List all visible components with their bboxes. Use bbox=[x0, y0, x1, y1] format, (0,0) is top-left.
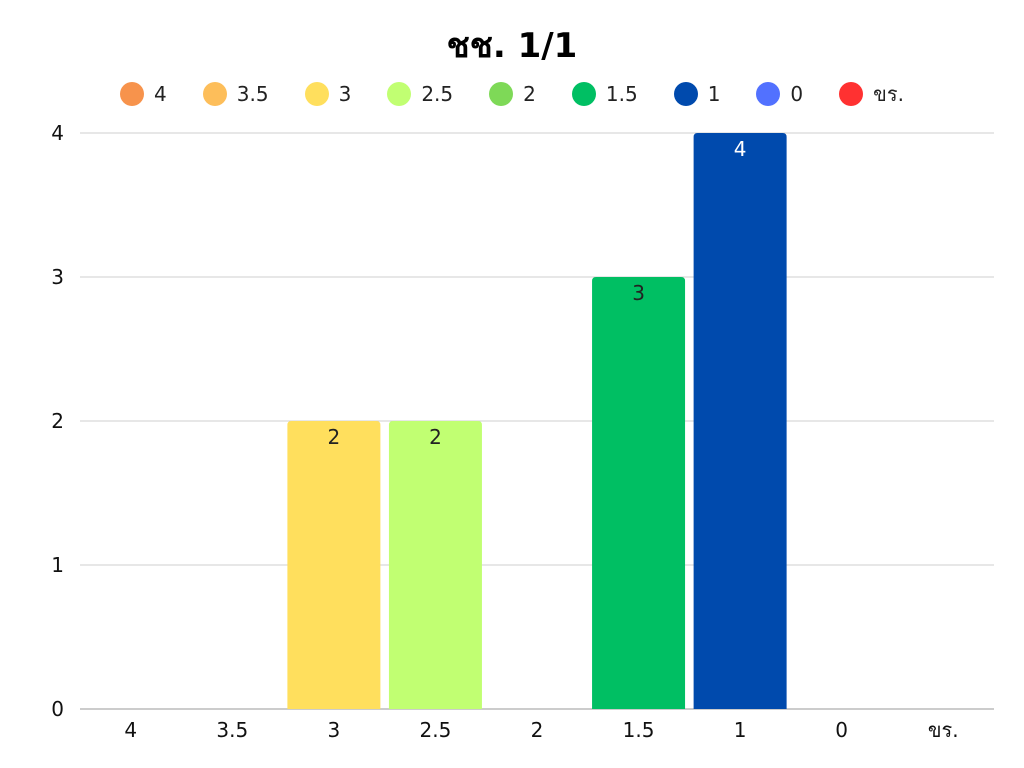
x-tick-label: 3.5 bbox=[216, 718, 248, 742]
legend-label: 1.5 bbox=[605, 82, 638, 106]
legend-swatch bbox=[387, 82, 412, 106]
legend-swatch bbox=[673, 82, 698, 106]
bar bbox=[388, 421, 482, 709]
legend-label: 3.5 bbox=[236, 82, 269, 106]
y-tick-label: 1 bbox=[51, 553, 64, 577]
legend-label: 0 bbox=[790, 82, 804, 106]
x-tick-label: 1 bbox=[734, 718, 747, 742]
legend-item: 3.5 bbox=[202, 78, 269, 110]
legend-label: 1 bbox=[707, 82, 721, 106]
x-tick-label: 4 bbox=[124, 718, 137, 742]
bar bbox=[592, 277, 686, 709]
legend-swatch bbox=[202, 82, 227, 106]
x-tick-label: 2.5 bbox=[420, 718, 452, 742]
x-tick-label: 0 bbox=[835, 718, 848, 742]
legend-swatch bbox=[120, 82, 145, 106]
x-tick-label: 1.5 bbox=[623, 718, 655, 742]
x-tick-label: 2 bbox=[531, 718, 544, 742]
legend-label: 2.5 bbox=[421, 82, 454, 106]
legend-item: 4 bbox=[120, 78, 167, 110]
legend-item: ขร. bbox=[839, 78, 904, 110]
legend-swatch bbox=[756, 82, 781, 106]
bar-value-label: 2 bbox=[328, 425, 341, 449]
bar bbox=[287, 421, 381, 709]
legend-item: 1.5 bbox=[571, 78, 638, 110]
bar bbox=[693, 133, 787, 709]
bar-value-label: 2 bbox=[429, 425, 442, 449]
legend-swatch bbox=[571, 82, 596, 106]
y-tick-label: 0 bbox=[51, 697, 64, 721]
legend-label: 4 bbox=[154, 82, 167, 106]
legend-swatch bbox=[304, 82, 329, 106]
y-tick-label: 4 bbox=[51, 121, 64, 145]
bar-value-label: 4 bbox=[734, 137, 747, 161]
chart-title: ชช. 1/1 bbox=[446, 26, 578, 66]
bar-value-label: 3 bbox=[632, 281, 645, 305]
legend-item: 3 bbox=[304, 78, 352, 110]
legend: 4 3.5 3 2.5 2 1.5 1 0 ขร. bbox=[0, 78, 1024, 110]
legend-item: 2.5 bbox=[387, 78, 453, 110]
legend-item: 0 bbox=[756, 78, 803, 110]
legend-label: 3 bbox=[338, 82, 352, 106]
y-tick-label: 2 bbox=[51, 409, 64, 433]
legend-item: 1 bbox=[673, 78, 721, 110]
legend-label: 2 bbox=[523, 82, 536, 106]
legend-item: 2 bbox=[489, 78, 536, 110]
x-tick-label: ขร. bbox=[928, 718, 959, 742]
legend-swatch bbox=[489, 82, 514, 106]
x-tick-label: 3 bbox=[328, 718, 341, 742]
y-tick-label: 3 bbox=[51, 265, 64, 289]
legend-label: ขร. bbox=[873, 82, 904, 106]
legend-swatch bbox=[839, 82, 864, 106]
